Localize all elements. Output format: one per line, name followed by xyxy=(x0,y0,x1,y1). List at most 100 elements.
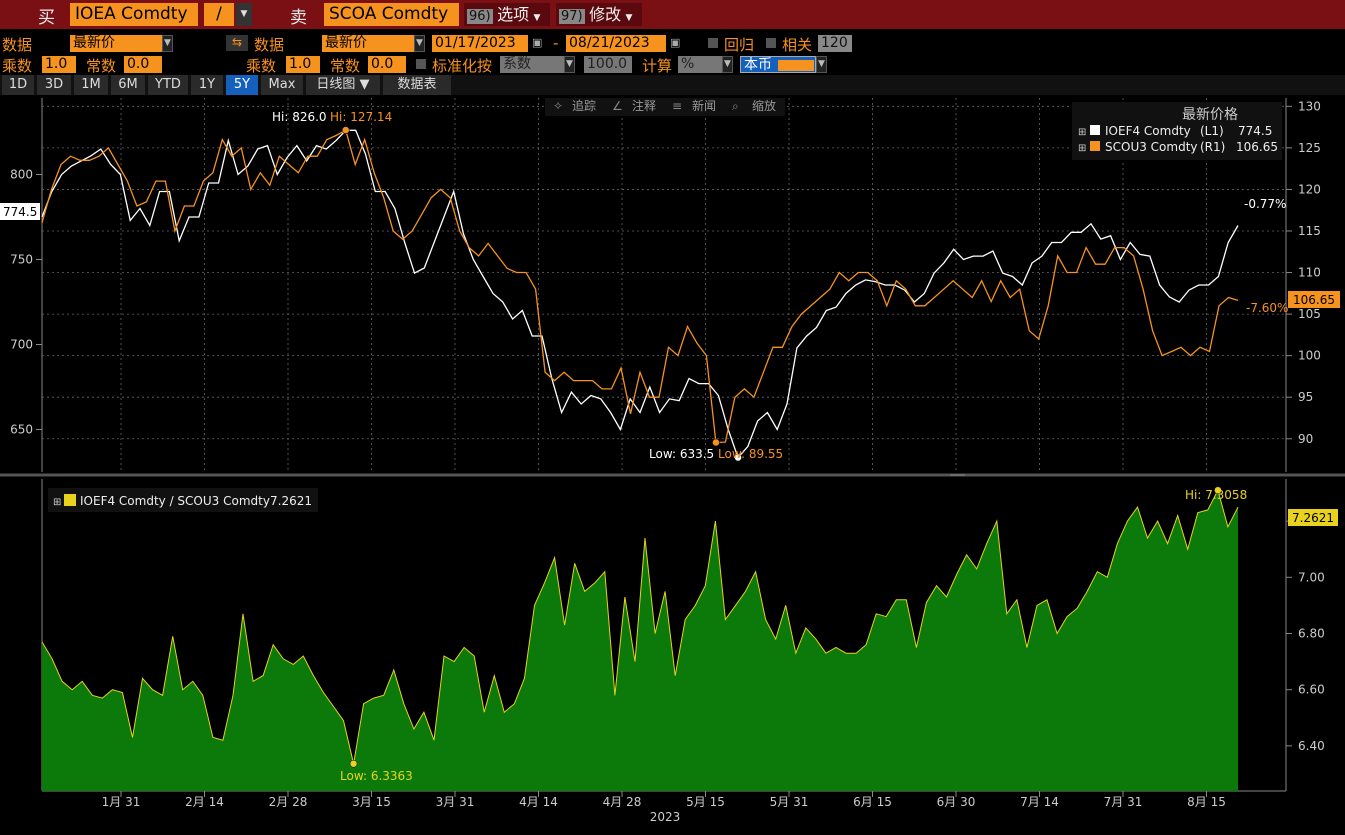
coef-select[interactable]: 系数 xyxy=(500,56,564,73)
chart-area[interactable]: ✧ 追踪 ∠ 注释 ≡ 新闻 ⌕ 缩放 650 700 750 800 90 95 100 1… xyxy=(0,98,1345,835)
data2-label: 数据 xyxy=(254,36,285,54)
legend-ratio-last: 7.2621 xyxy=(270,494,312,508)
data-select[interactable]: 最新价 xyxy=(70,35,162,52)
marker-ratio-bg xyxy=(1288,509,1338,526)
operator-field[interactable]: / xyxy=(204,3,234,26)
options-dropdown-icon: ▼ xyxy=(533,13,541,23)
track-icon[interactable]: ✧ xyxy=(553,99,563,113)
norm-input[interactable]: 100.0 xyxy=(584,56,632,73)
options-button[interactable]: 96) 选项 ▼ xyxy=(464,3,550,26)
right-tick-label: 115 xyxy=(1298,224,1321,238)
calc-label: 计算 xyxy=(642,57,673,75)
buy-ticker-input[interactable]: IOEA Comdty xyxy=(70,3,198,26)
corr-checkbox[interactable] xyxy=(766,38,776,48)
currency-dropdown-icon[interactable]: ▼ xyxy=(816,56,827,73)
tab-3d[interactable]: 3D xyxy=(37,75,71,95)
zoom-icon[interactable]: ⌕ xyxy=(732,99,739,113)
data2-dropdown-icon[interactable]: ▼ xyxy=(414,35,425,52)
tab-ytd[interactable]: YTD xyxy=(148,75,188,95)
x-tick-label: 2月 14 xyxy=(185,795,224,809)
legend-expand-icon-2[interactable]: ⊞ xyxy=(1078,143,1086,154)
end-date-input[interactable]: 08/21/2023 xyxy=(566,35,666,52)
modify-dropdown-icon: ▼ xyxy=(625,13,633,23)
modify-button[interactable]: 97) 修改 ▼ xyxy=(556,3,642,26)
legend-swatch-white xyxy=(1090,125,1100,135)
swap-icon[interactable]: ⇆ xyxy=(226,35,248,51)
ratio-tick-label: 7.00 xyxy=(1298,570,1325,584)
x-tick-label: 2月 28 xyxy=(269,795,308,809)
tab-1y[interactable]: 1Y xyxy=(191,75,223,95)
legend-bottom-bg xyxy=(48,488,318,512)
x-tick-label: 8月 15 xyxy=(1187,795,1226,809)
data-dropdown-icon[interactable]: ▼ xyxy=(162,35,173,52)
operator-dropdown-icon[interactable]: ▼ xyxy=(236,3,252,26)
data-table-button[interactable]: 数据表 xyxy=(383,75,451,95)
x-tick-label: 6月 30 xyxy=(937,795,976,809)
zoom-label[interactable]: 缩放 xyxy=(752,98,776,113)
const-label: 常数 xyxy=(86,57,117,75)
legend-swatch-orange xyxy=(1090,141,1100,151)
coef-dropdown-icon[interactable]: ▼ xyxy=(564,56,575,73)
currency-select[interactable]: 本币 xyxy=(740,56,816,73)
legend-swatch-ratio xyxy=(64,494,76,506)
x-tick-label: 4月 28 xyxy=(603,795,642,809)
sell-ticker-input[interactable]: SCOA Comdty xyxy=(324,3,459,26)
calc-select[interactable]: % xyxy=(678,56,722,73)
legend-title: 最新价格 xyxy=(1182,107,1238,123)
legend-ratio-name: IOEF4 Comdty / SCOU3 Comdty xyxy=(80,494,270,508)
legend-name-ioef4: IOEF4 Comdty xyxy=(1105,124,1191,138)
legend-last-ioef4: 774.5 xyxy=(1238,124,1272,138)
news-label[interactable]: 新闻 xyxy=(692,98,716,113)
tab-max[interactable]: Max xyxy=(261,75,303,95)
chart-type-select[interactable]: 日线图 ▼ xyxy=(306,75,380,95)
change-ioef4: -0.77% xyxy=(1244,197,1286,211)
normalize-checkbox[interactable] xyxy=(416,59,426,69)
mult-input[interactable]: 1.0 xyxy=(42,56,76,73)
start-calendar-icon[interactable]: ▣ xyxy=(532,36,543,49)
chart-toolbar-bg xyxy=(545,98,785,116)
const-input[interactable]: 0.0 xyxy=(124,56,162,73)
ratio-area xyxy=(42,490,1238,791)
regress-checkbox[interactable] xyxy=(708,38,718,48)
start-date-input[interactable]: 01/17/2023 xyxy=(432,35,528,52)
x-tick-label: 5月 15 xyxy=(686,795,725,809)
tab-1d[interactable]: 1D xyxy=(2,75,34,95)
mult2-input[interactable]: 1.0 xyxy=(286,56,320,73)
corr-value[interactable]: 120 xyxy=(818,35,852,52)
annotate-icon[interactable]: ∠ xyxy=(612,99,623,113)
settings-row-2: 乘数 1.0 常数 0.0 乘数 1.0 常数 0.0 标准化按 系数 ▼ 10… xyxy=(0,54,1345,75)
x-tick-label: 3月 15 xyxy=(352,795,391,809)
tab-1m[interactable]: 1M xyxy=(74,75,108,95)
date-dash: - xyxy=(553,34,559,52)
x-tick-label: 7月 31 xyxy=(1104,795,1143,809)
low-dot-ratio xyxy=(349,760,358,768)
news-icon[interactable]: ≡ xyxy=(672,99,682,113)
tab-6m[interactable]: 6M xyxy=(111,75,145,95)
mult-label: 乘数 xyxy=(2,57,33,75)
low-label-scou3: Low: 89.55 xyxy=(718,447,783,461)
data2-select[interactable]: 最新价 xyxy=(322,35,414,52)
sell-label: 卖 xyxy=(290,8,307,28)
annotate-label[interactable]: 注释 xyxy=(632,98,656,113)
legend-bottom: ⊞ IOEF4 Comdty / SCOU3 Comdty 7.2621 xyxy=(48,488,318,512)
legend-axis-ioef4: (L1) xyxy=(1200,124,1224,138)
legend-ratio-expand-icon[interactable]: ⊞ xyxy=(53,497,61,508)
marker-ratio: 7.2621 xyxy=(1292,511,1334,525)
corr-label: 相关 xyxy=(782,36,813,54)
marker-ioef4: 774.5 xyxy=(3,205,37,219)
modify-num: 97) xyxy=(559,9,585,24)
left-tick-label: 650 xyxy=(10,423,33,437)
end-calendar-icon[interactable]: ▣ xyxy=(670,36,681,49)
left-tick-label: 800 xyxy=(10,168,33,182)
ratio-tick-label: 6.80 xyxy=(1298,627,1325,641)
low-dot-scou3 xyxy=(712,438,720,447)
legend-expand-icon[interactable]: ⊞ xyxy=(1078,127,1086,138)
right-tick-label: 110 xyxy=(1298,266,1321,280)
const2-input[interactable]: 0.0 xyxy=(368,56,406,73)
track-label[interactable]: 追踪 xyxy=(572,98,596,113)
calc-dropdown-icon[interactable]: ▼ xyxy=(722,56,733,73)
marker-scou3: 106.65 xyxy=(1293,293,1335,307)
tab-5y[interactable]: 5Y xyxy=(226,75,258,95)
annotations: Hi: 826.0 Hi: 127.14 Low: 633.5 Low: 89.… xyxy=(272,110,1288,783)
change-scou3: -7.60% xyxy=(1246,301,1288,315)
